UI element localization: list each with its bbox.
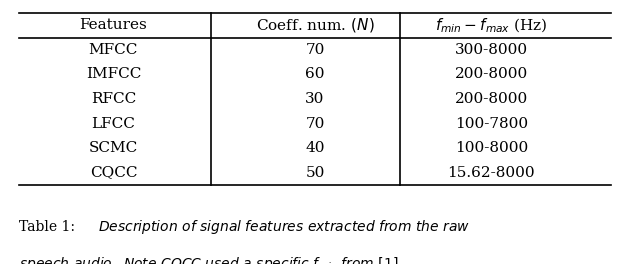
Text: 40: 40 — [306, 141, 324, 155]
Text: 100-8000: 100-8000 — [455, 141, 528, 155]
Text: 70: 70 — [306, 43, 324, 57]
Text: RFCC: RFCC — [91, 92, 136, 106]
Text: $f_{min} - f_{max}$ (Hz): $f_{min} - f_{max}$ (Hz) — [435, 16, 547, 35]
Text: MFCC: MFCC — [89, 43, 138, 57]
Text: IMFCC: IMFCC — [86, 68, 141, 82]
Text: 200-8000: 200-8000 — [455, 68, 528, 82]
Text: $\it{speech\ audio.\ Note\ CQCC\ used\ a\ specific}$ $f_{min}$ $\it{from\ [1]}$: $\it{speech\ audio.\ Note\ CQCC\ used\ a… — [19, 255, 398, 264]
Text: 50: 50 — [306, 166, 324, 180]
Text: Table 1:: Table 1: — [19, 220, 79, 234]
Text: CQCC: CQCC — [89, 166, 137, 180]
Text: 60: 60 — [306, 68, 324, 82]
Text: 70: 70 — [306, 116, 324, 130]
Text: 300-8000: 300-8000 — [455, 43, 528, 57]
Text: LFCC: LFCC — [91, 116, 135, 130]
Text: 200-8000: 200-8000 — [455, 92, 528, 106]
Text: 15.62-8000: 15.62-8000 — [447, 166, 536, 180]
Text: $\it{Description\ of\ signal\ features\ extracted\ from\ the\ raw}$: $\it{Description\ of\ signal\ features\ … — [98, 218, 470, 236]
Text: Coeff. num. $(N)$: Coeff. num. $(N)$ — [256, 16, 374, 35]
Text: 100-7800: 100-7800 — [455, 116, 528, 130]
Text: 30: 30 — [306, 92, 324, 106]
Text: SCMC: SCMC — [89, 141, 138, 155]
Text: Features: Features — [79, 18, 147, 32]
